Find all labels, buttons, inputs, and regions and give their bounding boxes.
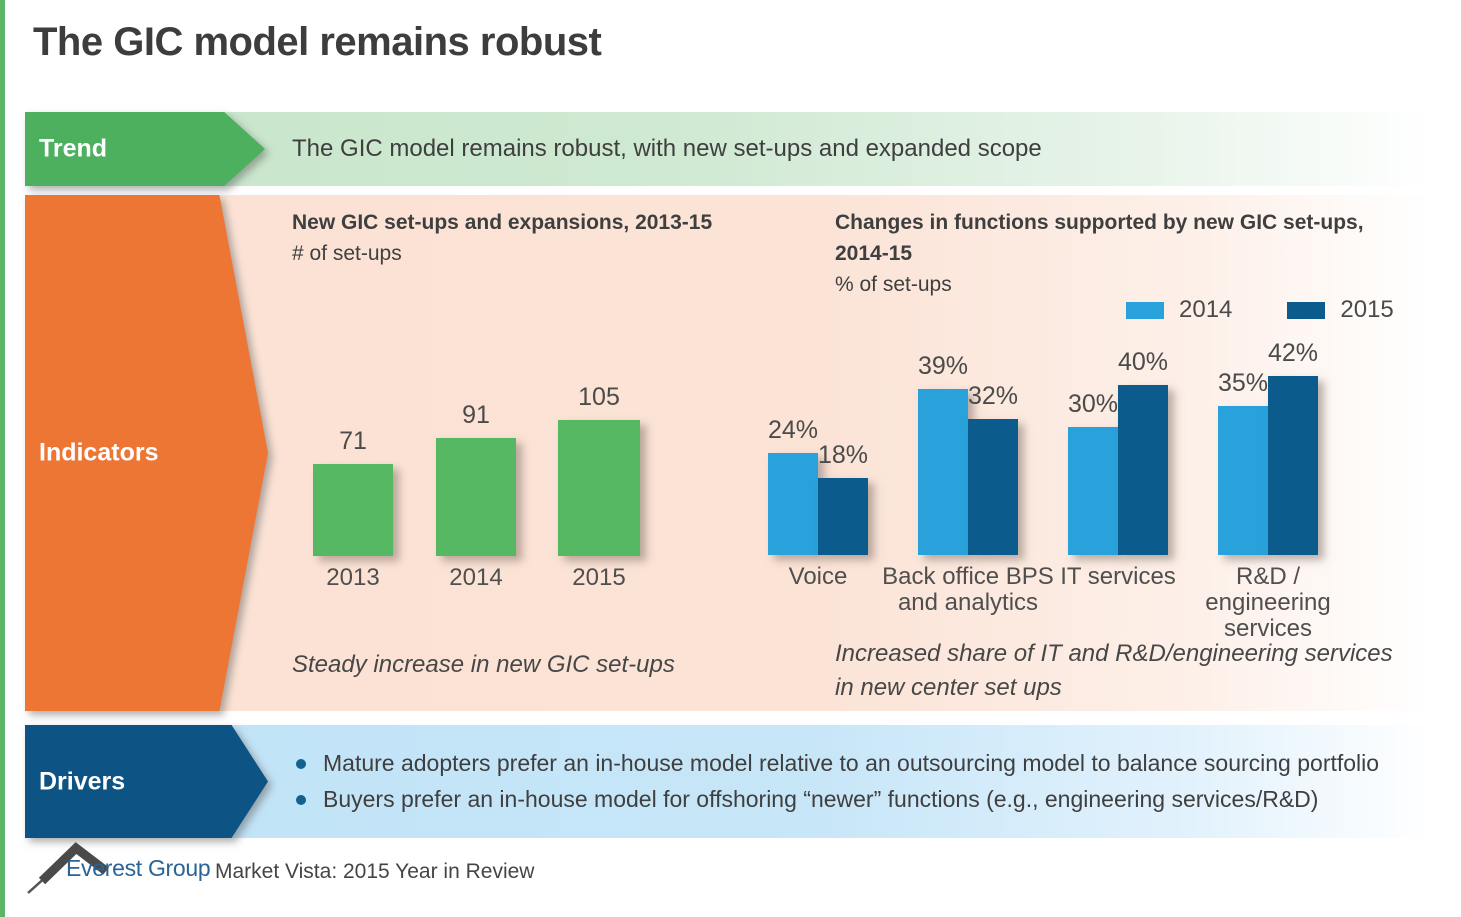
drivers-chevron-shape [25,725,268,838]
value-label-2014: 91 [462,401,490,429]
trend-text: The GIC model remains robust, with new s… [292,135,1042,162]
bar-2014-Voice [768,453,818,555]
left-edge-accent-bar [0,0,5,917]
axis-label-2014: 2014 [449,564,503,591]
right-chart-caption-line2: in new center set ups [835,674,1062,701]
axis-label-2015: 2015 [572,564,626,591]
bar-2015-Voice [818,478,868,555]
bar-2015 [558,420,640,556]
value-label-2014-1: 39% [917,352,969,380]
category-label-1: Back office BPS and analytics [882,564,1054,616]
right-chart-title-line2: 2014-15 [835,242,913,265]
bar-2013 [313,464,393,556]
drivers-label: Drivers [39,767,126,795]
chart-legend: 2014 2015 [1126,296,1394,324]
left-chart-title: New GIC set-ups and expansions, 2013-15 [292,211,713,234]
bar-2014 [436,438,516,556]
left-chart-unit: # of set-ups [292,242,402,265]
trend-label: Trend [39,134,108,163]
category-label-line: engineering [1205,589,1331,616]
value-label-2013: 71 [339,427,367,455]
value-label-2015-0: 18% [817,441,869,469]
driver-bullet-1: Mature adopters prefer an in-house model… [296,750,1379,777]
bar-2014-Back-office-BPS-and-analytics [918,389,968,555]
bullet-dot-icon [296,794,306,805]
category-label-line: R&D / [1235,563,1300,590]
right-chart-caption: Increased share of IT and R&D/engineerin… [835,637,1393,705]
category-label-line: services [1223,615,1313,642]
value-label-2014-3: 35% [1217,369,1269,397]
everest-group-wordmark: Everest Group [66,855,211,881]
value-label-2015-3: 42% [1267,339,1319,367]
right-chart-title-line1: Changes in functions supported by new GI… [835,211,1364,234]
category-label-line: and analytics [897,589,1039,616]
drivers-bullets: Mature adopters prefer an in-house model… [296,725,1379,838]
trend-chevron-shape [25,112,265,186]
legend-swatch-2015 [1287,301,1326,319]
value-label-2015-1: 32% [967,382,1019,410]
bar-2015-Back-office-BPS-and-analytics [968,419,1018,555]
everest-group-mountain-icon [27,842,109,894]
value-label-2015: 105 [578,383,620,411]
right-chart-unit: % of set-ups [835,273,952,296]
category-label-3: R&D / engineering services [1205,564,1330,642]
indicators-arrow-shape [25,195,268,711]
left-chart-title-block: New GIC set-ups and expansions, 2013-15 … [292,207,712,269]
value-label-2015-2: 40% [1117,348,1169,376]
category-label-line: IT services [1060,563,1176,590]
indicators-arrow: Indicators [25,195,268,711]
indicators-label: Indicators [39,438,159,467]
bullet-dot-icon [296,758,306,769]
category-label-2: IT services [1060,564,1176,590]
driver-bullet-2: Buyers prefer an in-house model for offs… [296,786,1379,813]
driver-bullet-1-text: Mature adopters prefer an in-house model… [323,750,1380,776]
right-chart-title-block: Changes in functions supported by new GI… [835,207,1364,300]
legend-label-2014: 2014 [1179,296,1233,323]
legend-swatch-2014 [1126,301,1164,319]
page-title: The GIC model remains robust [33,20,602,64]
right-chart-caption-line1: Increased share of IT and R&D/engineerin… [835,640,1393,667]
value-label-2014-2: 30% [1067,390,1119,418]
legend-label-2015: 2015 [1340,296,1394,323]
footer-caption: Market Vista: 2015 Year in Review [215,860,535,883]
value-label-2014-0: 24% [767,416,819,444]
bar-2015-IT-services [1118,385,1168,555]
category-label-line: Voice [788,563,848,590]
bar-2014-R-D-engineering-services [1218,406,1268,555]
category-label-0: Voice [789,564,848,590]
bar-2014-IT-services [1068,427,1118,555]
trend-chevron: Trend [25,112,265,186]
category-label-line: Back office BPS [882,563,1054,590]
driver-bullet-2-text: Buyers prefer an in-house model for offs… [323,786,1319,812]
bar-2015-R-D-engineering-services [1268,376,1318,555]
axis-label-2013: 2013 [326,564,380,591]
left-chart-caption: Steady increase in new GIC set-ups [292,651,675,678]
drivers-chevron: Drivers [25,725,268,838]
